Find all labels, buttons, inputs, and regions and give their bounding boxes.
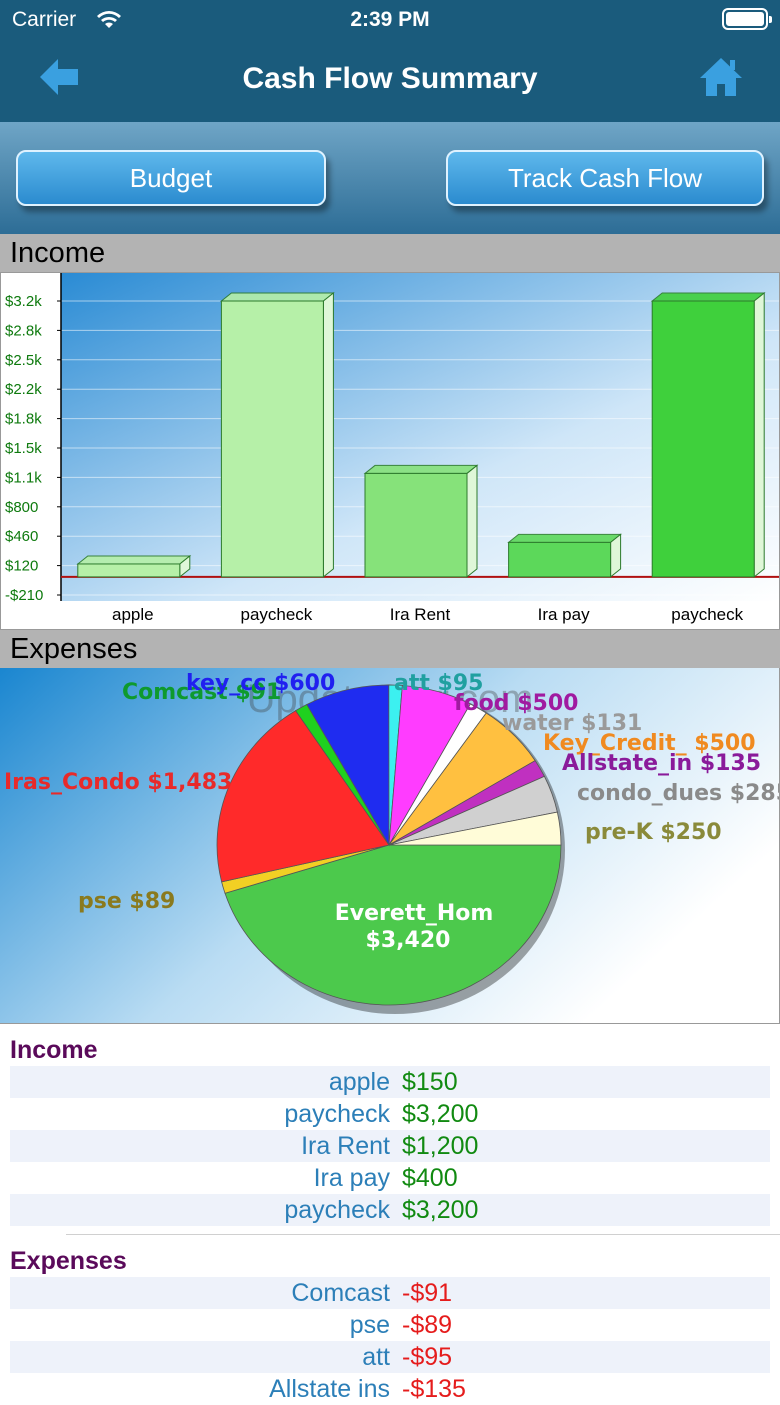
y-tick-label: $120 — [5, 558, 38, 575]
item-label: Ira pay — [313, 1164, 390, 1192]
item-value: -$95 — [402, 1343, 453, 1371]
bar — [363, 464, 479, 578]
expenses-list: Expenses Comcast -$91 pse -$89 att -$95 All… — [0, 1245, 780, 1405]
list-item[interactable]: paycheck $3,200 — [10, 1194, 770, 1226]
item-value: $150 — [402, 1068, 458, 1096]
item-value: $3,200 — [402, 1196, 479, 1224]
income-section-header: Income — [0, 234, 780, 272]
x-tick-label: apple — [112, 605, 154, 624]
pie-label: Comcast $91 — [122, 680, 281, 705]
item-value: $1,200 — [402, 1132, 479, 1160]
item-label: att — [362, 1343, 390, 1371]
item-label: pse — [349, 1311, 390, 1339]
item-value: -$91 — [402, 1279, 453, 1307]
toolbar: Budget Track Cash Flow — [0, 122, 780, 234]
pie-slice — [224, 844, 562, 1006]
pie-label: pre-K $250 — [585, 820, 722, 845]
bar — [76, 554, 192, 578]
item-label: Ira Rent — [301, 1132, 390, 1160]
y-tick-label: $800 — [5, 499, 38, 516]
y-tick-label: $1.1k — [5, 469, 42, 486]
x-tick-label: Ira pay — [538, 605, 590, 624]
item-label: paycheck — [284, 1196, 390, 1224]
pie-label: Key_Credit_ $500 — [543, 731, 756, 756]
y-tick-label: $2.5k — [5, 352, 42, 369]
pie-slice — [216, 710, 390, 883]
item-label: Comcast — [291, 1279, 390, 1307]
item-label: apple — [328, 1068, 390, 1096]
y-tick-label: $3.2k — [5, 293, 42, 310]
bar — [650, 291, 766, 578]
item-label: Allstate ins — [269, 1375, 390, 1403]
back-arrow-icon[interactable] — [36, 54, 82, 100]
x-tick-label: paycheck — [240, 605, 312, 624]
bar — [219, 291, 335, 578]
bar — [507, 533, 623, 578]
item-value: -$135 — [402, 1375, 466, 1403]
status-bar: Carrier 2:39 PM — [0, 0, 780, 40]
pie-label: att $95 — [394, 671, 483, 696]
pie-value-label: $3,420 — [366, 928, 451, 953]
income-list: Income apple $150 paycheck $3,200 Ira Rent… — [0, 1034, 780, 1226]
nav-bar: Cash Flow Summary — [0, 40, 780, 122]
y-tick-label: $2.2k — [5, 381, 42, 398]
income-bar-chart: $3.2k $2.8k $2.5k $2.2k $1.8k $1.5k $1.1k $800 $… — [0, 272, 780, 630]
pie-slice — [388, 811, 562, 846]
list-item[interactable]: Comcast -$91 — [10, 1277, 770, 1309]
pie-label: Allstate_in $135 — [562, 751, 761, 776]
pie-label: water $131 — [502, 711, 642, 736]
list-item[interactable]: paycheck $3,200 — [10, 1098, 770, 1130]
pie-label: pse $89 — [78, 889, 175, 914]
pie-label: Iras_Condo $1,483 — [4, 770, 232, 795]
battery-icon — [722, 8, 772, 30]
list-item[interactable]: apple $150 — [10, 1066, 770, 1098]
y-tick-label: $1.5k — [5, 440, 42, 457]
y-tick-label: $2.8k — [5, 322, 42, 339]
wifi-icon — [97, 11, 121, 28]
item-value: -$89 — [402, 1311, 453, 1339]
item-label: paycheck — [284, 1100, 390, 1128]
item-value: $3,200 — [402, 1100, 479, 1128]
pie-label: Everett_Hom — [335, 901, 494, 926]
x-tick-label: paycheck — [671, 605, 743, 624]
home-icon[interactable] — [698, 54, 744, 100]
list-item[interactable]: Ira Rent $1,200 — [10, 1130, 770, 1162]
item-value: $400 — [402, 1164, 458, 1192]
income-list-title: Income — [10, 1036, 98, 1064]
pie-label: food $500 — [454, 691, 578, 716]
track-cash-flow-button[interactable]: Track Cash Flow — [446, 150, 764, 206]
divider — [66, 1234, 780, 1235]
list-item[interactable]: Allstate ins -$135 — [10, 1373, 770, 1405]
carrier-label: Carrier — [12, 8, 77, 31]
x-tick-label: Ira Rent — [390, 605, 451, 624]
list-item[interactable]: Ira pay $400 — [10, 1162, 770, 1194]
pie-label: key_cc $600 — [186, 671, 335, 696]
income-bar-chart-svg: $3.2k $2.8k $2.5k $2.2k $1.8k $1.5k $1.1k $800 $… — [5, 273, 779, 624]
y-tick-label: -$210 — [5, 587, 43, 604]
list-item[interactable]: att -$95 — [10, 1341, 770, 1373]
status-time: 2:39 PM — [350, 8, 430, 31]
y-tick-label: $460 — [5, 528, 38, 545]
page-title: Cash Flow Summary — [242, 62, 538, 95]
budget-button[interactable]: Budget — [16, 150, 326, 206]
expenses-section-header: Expenses — [0, 630, 780, 668]
expenses-list-title: Expenses — [10, 1247, 127, 1275]
pie-label: condo_dues $285 — [577, 781, 779, 806]
list-item[interactable]: pse -$89 — [10, 1309, 770, 1341]
y-tick-label: $1.8k — [5, 411, 42, 428]
